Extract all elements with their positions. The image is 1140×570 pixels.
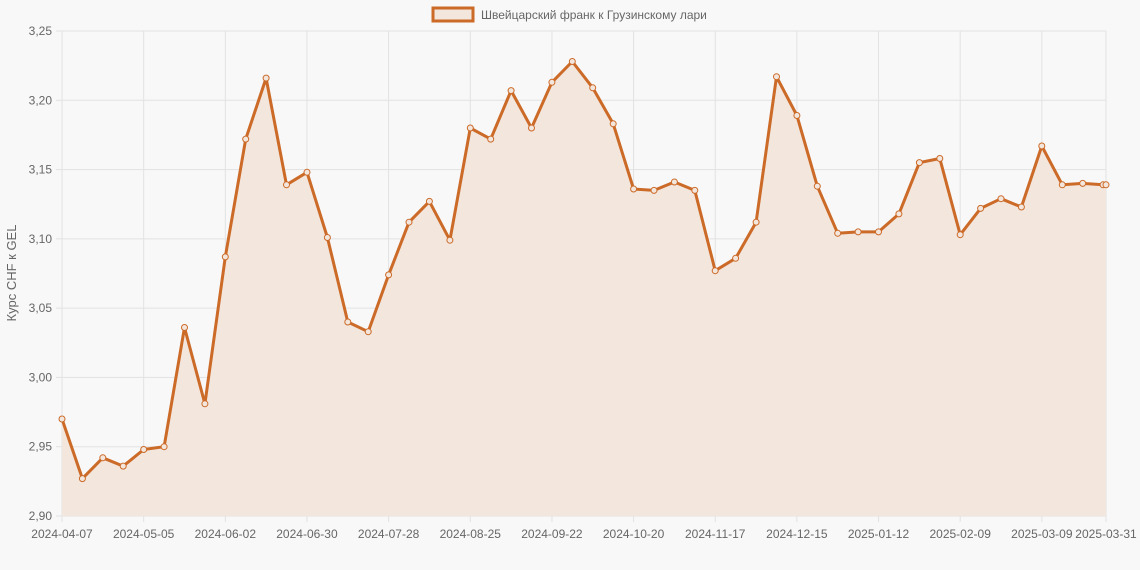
data-point[interactable] — [405, 218, 413, 226]
data-point[interactable] — [752, 218, 760, 226]
data-point[interactable] — [528, 124, 535, 132]
y-tick-label: 3,00 — [29, 370, 53, 384]
data-point[interactable] — [160, 443, 168, 451]
x-tick-label: 2024-11-17 — [685, 527, 746, 541]
x-tick-label: 2024-12-15 — [766, 527, 828, 541]
data-point[interactable] — [895, 210, 903, 218]
y-tick-label: 2,95 — [29, 440, 53, 454]
y-axis-title: Курс CHF к GEL — [4, 225, 19, 322]
data-point[interactable] — [977, 204, 985, 212]
data-point[interactable] — [242, 135, 250, 143]
data-point[interactable] — [691, 186, 699, 194]
y-tick-label: 3,25 — [29, 24, 53, 38]
data-point[interactable] — [793, 112, 801, 119]
x-tick-label: 2024-08-25 — [440, 527, 502, 541]
data-point[interactable] — [99, 454, 107, 462]
data-point[interactable] — [732, 254, 740, 262]
data-point[interactable] — [201, 400, 209, 408]
points-layer — [58, 58, 1110, 483]
data-point[interactable] — [344, 318, 352, 326]
data-point[interactable] — [221, 253, 229, 261]
data-point[interactable] — [630, 185, 638, 193]
x-tick-label: 2024-09-22 — [521, 527, 583, 541]
data-point[interactable] — [875, 228, 882, 236]
data-point[interactable] — [119, 462, 127, 470]
data-point[interactable] — [609, 120, 617, 128]
data-point[interactable] — [670, 178, 678, 186]
legend[interactable]: Швейцарский франк к Грузинскому лари — [431, 6, 707, 23]
series-area — [62, 61, 1106, 516]
data-point[interactable] — [773, 73, 780, 81]
x-tick-label: 2025-02-09 — [929, 527, 991, 541]
x-tick-label: 2025-03-31 — [1075, 527, 1137, 541]
data-point[interactable] — [589, 84, 597, 92]
data-point[interactable] — [385, 271, 393, 279]
data-point[interactable] — [466, 124, 474, 132]
x-tick-label: 2024-10-20 — [603, 527, 665, 541]
y-tick-label: 3,20 — [29, 93, 53, 107]
x-tick-label: 2024-04-07 — [31, 527, 93, 541]
data-point[interactable] — [487, 135, 495, 143]
y-tick-label: 3,10 — [29, 232, 53, 246]
data-point[interactable] — [140, 446, 148, 453]
data-point[interactable] — [1038, 142, 1046, 150]
x-tick-label: 2025-01-12 — [848, 527, 910, 541]
x-tick-label: 2024-06-02 — [195, 527, 257, 541]
data-point[interactable] — [915, 159, 923, 167]
data-point[interactable] — [323, 234, 331, 241]
data-point[interactable] — [507, 87, 515, 95]
data-point[interactable] — [997, 195, 1005, 203]
data-point[interactable] — [834, 229, 842, 237]
data-point[interactable] — [650, 186, 658, 194]
x-axis-ticks: 2024-04-07 2024-05-05 2024-06-02 2024-06-30… — [31, 527, 1137, 541]
data-point[interactable] — [283, 181, 290, 189]
data-point[interactable] — [181, 324, 188, 331]
data-point[interactable] — [262, 74, 270, 82]
data-point[interactable] — [956, 231, 964, 239]
y-tick-label: 2,90 — [29, 509, 53, 523]
data-point[interactable] — [78, 475, 86, 483]
data-point[interactable] — [711, 267, 719, 275]
data-point[interactable] — [58, 415, 66, 423]
area-layer — [62, 61, 1106, 516]
x-tick-label: 2025-03-09 — [1011, 527, 1073, 541]
data-point[interactable] — [1079, 179, 1087, 187]
y-axis-ticks: 2,90 2,95 3,00 3,05 3,10 3,15 3,20 3,25 — [29, 24, 53, 523]
data-point[interactable] — [548, 78, 556, 86]
data-point[interactable] — [568, 58, 576, 65]
data-point[interactable] — [854, 228, 862, 236]
data-point[interactable] — [1058, 181, 1066, 189]
data-point[interactable] — [364, 328, 372, 336]
y-tick-label: 3,15 — [29, 163, 53, 177]
data-point[interactable] — [1017, 203, 1025, 211]
data-point[interactable] — [936, 155, 944, 162]
data-point[interactable] — [813, 182, 821, 190]
data-point[interactable] — [303, 168, 311, 176]
legend-label[interactable]: Швейцарский франк к Грузинскому лари — [481, 8, 707, 22]
data-point[interactable] — [425, 197, 433, 205]
legend-swatch[interactable] — [431, 6, 475, 23]
x-tick-label: 2024-05-05 — [113, 527, 175, 541]
data-point[interactable] — [1102, 181, 1110, 189]
x-tick-label: 2024-07-28 — [358, 527, 420, 541]
x-tick-label: 2024-06-30 — [276, 527, 338, 541]
data-point[interactable] — [446, 236, 454, 244]
y-tick-label: 3,05 — [29, 301, 53, 315]
